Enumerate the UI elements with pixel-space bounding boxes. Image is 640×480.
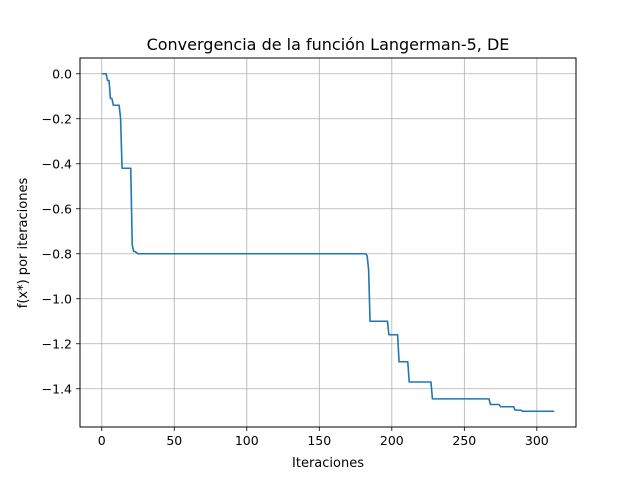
y-tick-label: −0.4 [42,156,72,171]
y-tick-label: −0.6 [42,201,72,216]
plot-frame [79,57,577,428]
y-axis-label: f(x*) por iteraciones [16,178,31,309]
y-tick-label: 0.0 [52,66,72,81]
series-line [101,72,555,413]
x-tick-label: 100 [235,433,259,448]
y-tick-label: −1.2 [42,336,72,351]
y-tick-label: −0.2 [42,111,72,126]
x-axis-label: Iteraciones [292,456,364,471]
x-tick-label: 250 [452,433,476,448]
x-tick-label: 50 [166,433,182,448]
y-tick-label: −1.4 [42,381,72,396]
y-tick-label: −1.0 [42,291,72,306]
x-tick-label: 300 [525,433,549,448]
ticks: 0 50 100 150 200 250 300 0.0 −0.2 −0.4 −0.6 −0.8 −1.… [42,66,549,448]
series-layer [101,72,555,413]
x-tick-label: 150 [307,433,331,448]
x-tick-label: 0 [98,433,106,448]
y-tick-label: −0.8 [42,246,72,261]
chart-title: Convergencia de la función Langerman-5, … [147,35,510,54]
x-tick-label: 200 [380,433,404,448]
